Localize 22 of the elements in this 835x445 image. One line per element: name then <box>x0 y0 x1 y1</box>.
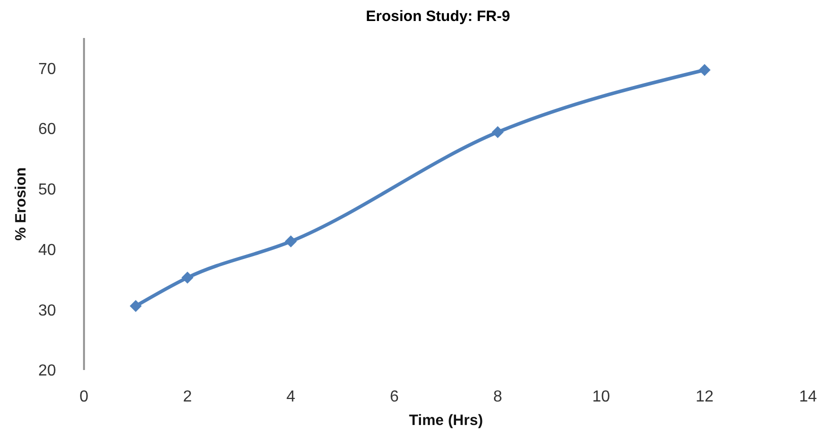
x-tick-label: 6 <box>390 388 399 406</box>
x-tick-label: 12 <box>696 388 714 406</box>
x-tick-label: 2 <box>182 388 192 406</box>
x-tick-label: 8 <box>493 388 502 406</box>
x-tick-label: 0 <box>80 388 89 406</box>
y-tick-label: 50 <box>38 182 56 199</box>
x-tick-label: 14 <box>799 388 817 406</box>
point <box>181 272 194 284</box>
chart-title: Erosion Study: FR-9 <box>364 8 512 27</box>
y-tick-label: 40 <box>38 242 56 259</box>
point <box>130 300 142 312</box>
y-tick-label: 30 <box>38 302 56 320</box>
x-tick-label: 4 <box>286 388 296 406</box>
x-axis-title: Time (Hrs) <box>409 412 483 429</box>
point <box>284 235 297 248</box>
point <box>698 64 711 76</box>
y-tick-label: 70 <box>38 60 56 78</box>
y-tick-label: 60 <box>38 121 56 138</box>
y-tick-label: 20 <box>38 362 56 380</box>
x-tick-label: 10 <box>592 388 610 406</box>
y-axis-title: % Erosion <box>12 167 30 241</box>
point <box>492 126 504 138</box>
